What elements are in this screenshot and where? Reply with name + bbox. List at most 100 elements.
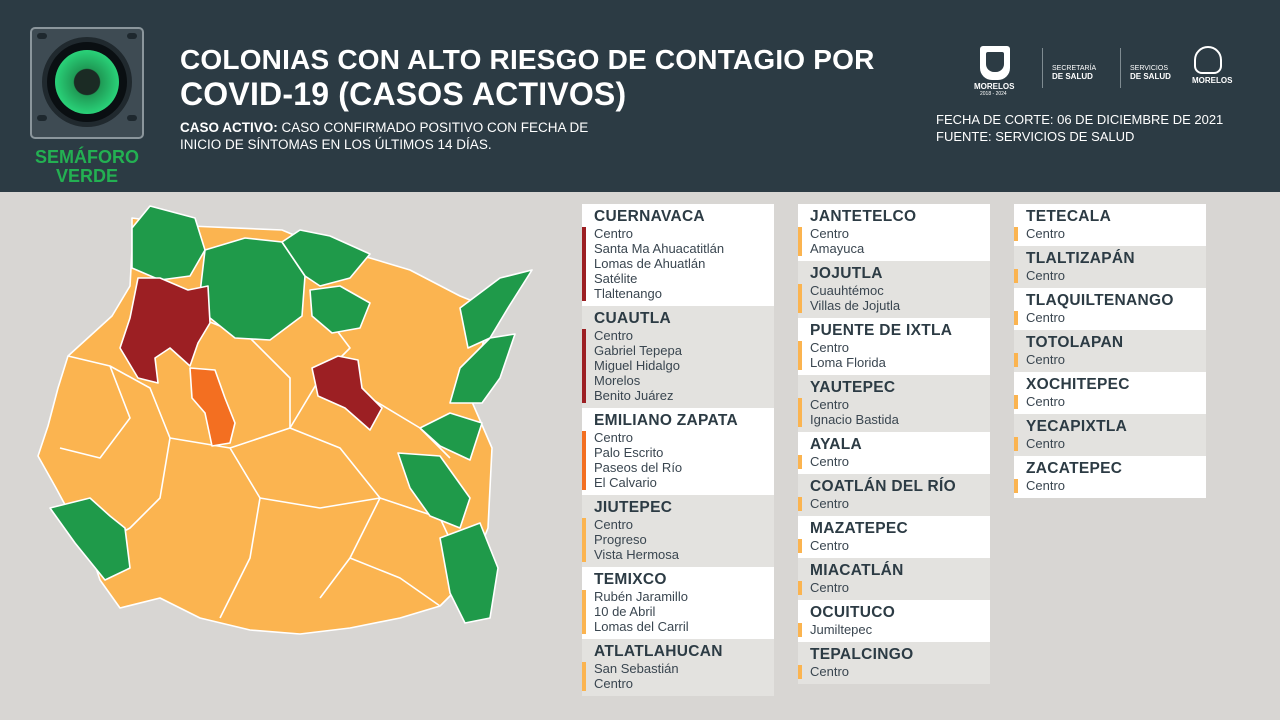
colonias-list: Cuauhtémoc Villas de Jojutla	[810, 283, 984, 313]
risk-level-bar	[582, 518, 586, 562]
municipality-name: AYALA	[810, 436, 863, 453]
colonia-item: Centro	[594, 517, 634, 532]
municipality-entry: TEMIXCO Rubén Jaramillo 10 de Abril Lomas d…	[582, 567, 774, 639]
colonia-item: Centro	[1026, 436, 1066, 451]
municipality-entry: TOTOLAPAN Centro	[1014, 330, 1206, 372]
municipality-name: EMILIANO ZAPATA	[594, 412, 738, 429]
colonias-list: Centro	[1026, 352, 1200, 367]
risk-level-bar	[1014, 353, 1018, 367]
municipality-name: TETECALA	[1026, 208, 1112, 225]
colonia-item: Miguel Hidalgo	[594, 358, 680, 373]
municipality-name: CUERNAVACA	[594, 208, 705, 225]
colonia-item: Rubén Jaramillo	[594, 589, 688, 604]
fecha-corte: FECHA DE CORTE: 06 DE DICIEMBRE DE 2021	[936, 112, 1224, 127]
green-light-icon	[55, 50, 119, 114]
morelos-municipalities-map	[37, 205, 533, 635]
colonia-item: Centro	[1026, 352, 1066, 367]
colonia-item: Centro	[1026, 310, 1066, 325]
municipality-entry: JOJUTLA Cuauhtémoc Villas de Jojutla	[798, 261, 990, 318]
morelos-shield-icon	[980, 46, 1010, 80]
colonia-item: Centro	[1026, 226, 1066, 241]
colonias-list: Centro Progreso Vista Hermosa	[594, 517, 768, 562]
municipality-column-3: TETECALA Centro TLALTIZAPÁN Centro TLAQUILTE…	[1014, 204, 1206, 498]
colonia-item: Lomas de Ahuatlán	[594, 256, 706, 271]
municipality-entry: TEPALCINGO Centro	[798, 642, 990, 684]
semaforo-label: SEMÁFORO VERDE	[34, 147, 139, 186]
municipality-name: XOCHITEPEC	[1026, 376, 1130, 393]
colonia-item: Tlaltenango	[594, 286, 662, 301]
municipality-name: JIUTEPEC	[594, 499, 673, 516]
colonia-item: Centro	[810, 496, 850, 511]
municipality-entry: JANTETELCO Centro Amayuca	[798, 204, 990, 261]
municipality-entry: TLAQUILTENANGO Centro	[1014, 288, 1206, 330]
header-banner: SEMÁFORO VERDE COLONIAS CON ALTO RIESGO …	[0, 0, 1280, 192]
risk-level-bar	[1014, 311, 1018, 325]
municipality-entry: PUENTE DE IXTLA Centro Loma Florida	[798, 318, 990, 375]
map-region-green-east3	[419, 412, 483, 461]
risk-level-bar	[1014, 437, 1018, 451]
colonia-item: Paseos del Río	[594, 460, 683, 475]
servicios-line-1: SERVICIOS	[1130, 65, 1168, 72]
risk-level-bar	[582, 227, 586, 301]
secretaria-line-1: SECRETARÍA	[1052, 65, 1097, 72]
colonias-list: Centro	[810, 580, 984, 595]
title-line-1: COLONIAS CON ALTO RIESGO DE CONTAGIO POR	[180, 44, 875, 75]
morelos-right-logo-text: MORELOS	[1192, 76, 1233, 85]
municipality-entry: CUERNAVACA Centro Santa Ma Ahuacatitlán Lom…	[582, 204, 774, 306]
risk-level-bar	[1014, 395, 1018, 409]
risk-level-bar	[798, 623, 802, 637]
municipality-entry: TETECALA Centro	[1014, 204, 1206, 246]
colonia-item: 10 de Abril	[594, 604, 656, 619]
risk-level-bar	[582, 662, 586, 691]
morelos-logo-text: MORELOS	[974, 82, 1015, 91]
risk-level-bar	[798, 284, 802, 313]
colonias-list: Centro	[810, 664, 984, 679]
colonia-item: Centro	[1026, 478, 1066, 493]
municipality-entry: TLALTIZAPÁN Centro	[1014, 246, 1206, 288]
colonias-list: Centro Gabriel Tepepa Miguel Hidalgo Morelo…	[594, 328, 768, 403]
page-title: COLONIAS CON ALTO RIESGO DE CONTAGIO POR…	[180, 44, 900, 112]
colonia-item: Centro	[594, 676, 634, 691]
municipality-entry: MIACATLÁN Centro	[798, 558, 990, 600]
colonias-list: Centro	[810, 538, 984, 553]
report-date-source: FECHA DE CORTE: 06 DE DICIEMBRE DE 2021 …	[936, 111, 1256, 145]
colonias-list: Centro	[1026, 268, 1200, 283]
risk-level-bar	[798, 665, 802, 679]
municipality-name: ZACATEPEC	[1026, 460, 1123, 477]
colonias-list: Centro Santa Ma Ahuacatitlán Lomas de Ahua…	[594, 226, 768, 301]
risk-level-bar	[582, 329, 586, 403]
colonias-list: Rubén Jaramillo 10 de Abril Lomas del Carr…	[594, 589, 768, 634]
municipality-name: COATLÁN DEL RÍO	[810, 478, 957, 495]
fuente: FUENTE: SERVICIOS DE SALUD	[936, 129, 1135, 144]
municipality-name: MIACATLÁN	[810, 562, 904, 579]
municipality-name: YECAPIXTLA	[1026, 418, 1128, 435]
colonia-item: Progreso	[594, 532, 647, 547]
colonias-list: Centro	[1026, 394, 1200, 409]
municipality-name: TOTOLAPAN	[1026, 334, 1124, 351]
colonia-item: Centro	[1026, 394, 1066, 409]
morelos-flower-icon	[1194, 46, 1222, 74]
municipality-entry: COATLÁN DEL RÍO Centro	[798, 474, 990, 516]
map-region-green-mid	[309, 285, 371, 334]
colonias-list: Centro	[1026, 310, 1200, 325]
institution-logos: MORELOS 2018 - 2024 SECRETARÍA DE SALUD …	[972, 44, 1242, 97]
caso-text-2: INICIO DE SÍNTOMAS EN LOS ÚLTIMOS 14 DÍA…	[180, 137, 492, 152]
municipality-name: TEMIXCO	[594, 571, 667, 588]
colonias-list: Centro	[810, 454, 984, 469]
colonias-list: Centro	[810, 496, 984, 511]
municipality-entry: OCUITUCO Jumiltepec	[798, 600, 990, 642]
colonias-list: Centro	[1026, 226, 1200, 241]
colonia-item: Benito Juárez	[594, 388, 674, 403]
colonia-item: Centro	[1026, 268, 1066, 283]
colonia-item: Amayuca	[810, 241, 865, 256]
colonia-item: San Sebastián	[594, 661, 679, 676]
colonias-list: Centro Loma Florida	[810, 340, 984, 370]
municipality-name: CUAUTLA	[594, 310, 672, 327]
risk-level-bar	[1014, 269, 1018, 283]
municipality-entry: AYALA Centro	[798, 432, 990, 474]
title-line-2: COVID-19 (CASOS ACTIVOS)	[180, 76, 627, 112]
colonia-item: Centro	[810, 454, 850, 469]
municipality-entry: ATLATLAHUCAN San Sebastián Centro	[582, 639, 774, 696]
municipality-name: JOJUTLA	[810, 265, 883, 282]
colonias-list: Centro Ignacio Bastida	[810, 397, 984, 427]
